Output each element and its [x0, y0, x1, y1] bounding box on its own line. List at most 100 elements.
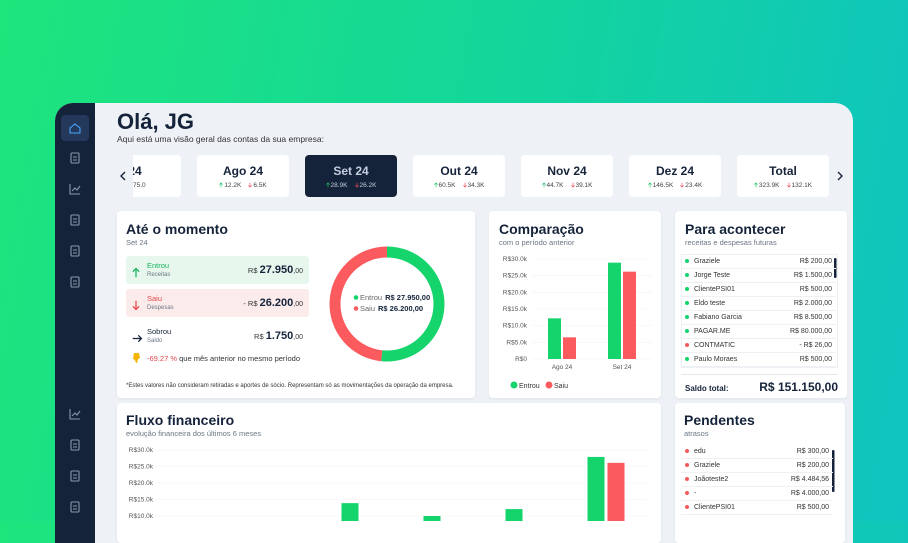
x-tick-label: Ago 24 — [552, 364, 573, 371]
greeting: Olá, JG — [117, 109, 195, 134]
nav-icon[interactable] — [69, 123, 81, 134]
card-title: Comparação — [499, 221, 584, 237]
y-tick-label: R$10.0k — [503, 323, 528, 330]
arrow-path — [541, 182, 546, 188]
legend-dot — [353, 295, 359, 300]
card-subtitle: receitas e despesas futuras — [685, 238, 777, 247]
list-row: - R$ 4.000,00 — [681, 487, 833, 501]
row-sublabel: Receitas — [147, 272, 171, 278]
footnote: *Estes valores não consideram retiradas … — [126, 383, 454, 389]
row-amount: R$ 1.500,00 — [793, 272, 832, 279]
arrow-icon — [462, 182, 467, 188]
month-label: Nov 24 — [547, 164, 587, 178]
month-values: 12.2K 6.5K — [197, 182, 289, 189]
arrow-icon — [132, 301, 140, 311]
status-dot — [685, 328, 689, 333]
row-name: Eldo teste — [694, 300, 726, 307]
nav-icon[interactable] — [70, 152, 80, 164]
month-out: 26.2K — [354, 182, 377, 189]
row-name: Paulo Moraes — [694, 356, 738, 363]
arrow-path — [462, 182, 467, 188]
nav-icon[interactable] — [70, 276, 80, 288]
bar — [607, 462, 625, 521]
row-name: edu — [694, 448, 706, 455]
month-in: 323.9K — [754, 182, 780, 189]
card-title: Pendentes — [684, 412, 755, 428]
month-card[interactable]: 24 575.0 — [133, 155, 181, 197]
nav-icon[interactable] — [69, 184, 81, 195]
row-amount: R$ 80.000,00 — [789, 328, 832, 335]
doc-icon — [70, 439, 80, 451]
list-row: Fabiano Garcia R$ 8.500,00 — [681, 311, 836, 325]
card-title: Até o momento — [126, 221, 228, 237]
donut-segment — [329, 246, 388, 362]
y-tick-label: R$10.0k — [129, 513, 154, 520]
month-card[interactable]: Dez 24 146.5K 23.4K — [629, 155, 721, 197]
doc-lines — [73, 218, 77, 223]
y-tick-label: R$20.0k — [129, 480, 154, 487]
arrow-path — [325, 182, 330, 188]
month-out: 132.1K — [786, 182, 813, 189]
bar — [341, 503, 359, 521]
month-label: Dez 24 — [655, 164, 695, 178]
chart-icon — [69, 409, 81, 420]
nav-icon[interactable] — [70, 501, 80, 513]
month-label: 24 — [133, 164, 142, 178]
nav-icon[interactable] — [69, 409, 81, 420]
month-in-value: 28.9K — [330, 182, 348, 189]
carousel-next[interactable] — [837, 171, 843, 181]
legend-name: Saiu — [360, 304, 375, 313]
nav-icon[interactable] — [70, 470, 80, 482]
month-card[interactable]: Out 24 60.5K 34.3K — [413, 155, 505, 197]
row-name: ClientePSI01 — [694, 504, 735, 511]
month-card[interactable]: Ago 24 12.2K 6.5K — [197, 155, 289, 197]
status-dot — [685, 258, 689, 263]
month-values: 146.5K 23.4K — [629, 182, 721, 189]
row-name: CONTMATIC — [694, 342, 736, 349]
bar — [608, 262, 621, 359]
month-in: 44.7K — [541, 182, 564, 189]
doc-lines — [73, 474, 77, 479]
month-values: 60.5K 34.3K — [413, 182, 505, 189]
home-icon — [69, 123, 81, 134]
status-dot — [685, 490, 689, 495]
currency: R$ — [254, 332, 264, 341]
arrow-icon — [219, 182, 224, 188]
cents: ,00 — [293, 301, 303, 308]
overdue-card — [675, 403, 845, 543]
y-tick-label: R$0 — [515, 356, 527, 363]
arrow-icon — [354, 182, 359, 188]
total-label: Saldo total: — [685, 384, 729, 393]
month-out-value: 34.3K — [467, 182, 485, 189]
list-row: edu R$ 300,00 — [681, 445, 833, 459]
carousel-prev[interactable] — [120, 171, 126, 181]
row-icon — [132, 330, 143, 348]
arrow-path — [647, 182, 652, 188]
y-tick-label: R$15.0k — [503, 306, 528, 313]
arrow-path — [132, 335, 143, 343]
nav-icon[interactable] — [70, 245, 80, 257]
legend-dot — [353, 306, 359, 311]
y-tick-label: R$30.0k — [503, 256, 528, 263]
y-tick-label: R$15.0k — [129, 497, 154, 504]
status-dot — [685, 356, 689, 361]
row-name: Fabiano Garcia — [694, 314, 742, 321]
row-amount: R$ 500,00 — [799, 286, 832, 293]
amount: 27.950 — [259, 264, 294, 276]
nav-icon[interactable] — [70, 214, 80, 226]
bar — [423, 516, 441, 521]
month-out-value: 132.1K — [791, 182, 813, 189]
month-out-value: 26.2K — [359, 182, 377, 189]
nav-icon[interactable] — [70, 439, 80, 451]
month-card[interactable]: Nov 24 44.7K 39.1K — [521, 155, 613, 197]
list-row: Jorge Teste R$ 1.500,00 — [681, 269, 836, 283]
summary-row: Saiu Despesas - R$ 26.200,00 — [126, 289, 309, 317]
month-card[interactable]: Total 323.9K 132.1K — [737, 155, 829, 197]
status-dot — [685, 448, 689, 453]
doc-icon — [70, 214, 80, 226]
arrow-icon — [132, 267, 140, 278]
month-card[interactable]: Set 24 28.9K 26.2K — [305, 155, 397, 197]
status-dot — [685, 300, 689, 305]
donut-segment — [381, 246, 445, 362]
